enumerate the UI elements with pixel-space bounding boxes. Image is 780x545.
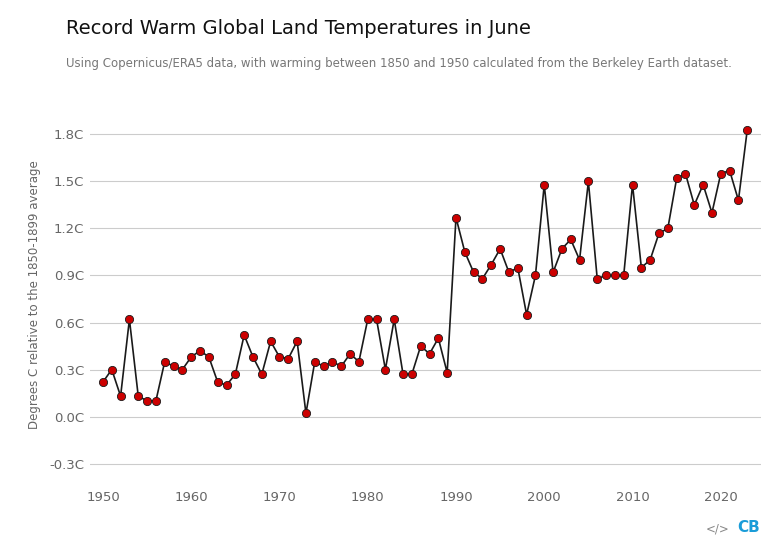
Point bbox=[317, 362, 330, 371]
Point bbox=[424, 349, 436, 358]
Point bbox=[168, 362, 180, 371]
Point bbox=[441, 368, 453, 377]
Point bbox=[150, 397, 162, 405]
Point bbox=[361, 315, 374, 324]
Point bbox=[565, 235, 577, 244]
Point bbox=[671, 174, 683, 183]
Point bbox=[661, 224, 674, 233]
Point bbox=[555, 245, 568, 253]
Point bbox=[459, 247, 471, 256]
Point bbox=[370, 315, 383, 324]
Point bbox=[141, 397, 154, 405]
Point bbox=[238, 331, 250, 340]
Point bbox=[176, 365, 189, 374]
Point bbox=[256, 370, 268, 379]
Text: Using Copernicus/ERA5 data, with warming between 1850 and 1950 calculated from t: Using Copernicus/ERA5 data, with warming… bbox=[66, 57, 732, 70]
Point bbox=[723, 166, 736, 175]
Point bbox=[573, 256, 586, 264]
Point bbox=[185, 353, 197, 361]
Point bbox=[388, 315, 400, 324]
Point bbox=[300, 409, 312, 418]
Point bbox=[203, 353, 215, 361]
Point bbox=[105, 365, 118, 374]
Point bbox=[529, 271, 541, 280]
Point bbox=[688, 201, 700, 209]
Text: Record Warm Global Land Temperatures in June: Record Warm Global Land Temperatures in … bbox=[66, 19, 531, 38]
Point bbox=[326, 358, 339, 366]
Point bbox=[406, 370, 418, 379]
Point bbox=[264, 337, 277, 346]
Point bbox=[158, 358, 171, 366]
Point bbox=[193, 347, 206, 355]
Point bbox=[547, 268, 559, 277]
Point bbox=[414, 342, 427, 350]
Point bbox=[679, 169, 692, 178]
Point bbox=[450, 213, 463, 222]
Point bbox=[246, 353, 259, 361]
Point bbox=[697, 180, 709, 189]
Point bbox=[714, 169, 727, 178]
Point bbox=[115, 392, 127, 401]
Point bbox=[520, 310, 533, 319]
Point bbox=[600, 271, 612, 280]
Text: </>: </> bbox=[706, 522, 729, 535]
Point bbox=[211, 378, 224, 386]
Point bbox=[608, 271, 621, 280]
Point bbox=[485, 260, 498, 269]
Point bbox=[229, 370, 242, 379]
Point bbox=[309, 358, 321, 366]
Point bbox=[582, 177, 594, 186]
Point bbox=[494, 245, 506, 253]
Point bbox=[503, 268, 516, 277]
Point bbox=[282, 354, 295, 363]
Point bbox=[97, 378, 109, 386]
Text: CB: CB bbox=[738, 520, 760, 535]
Point bbox=[132, 392, 144, 401]
Point bbox=[397, 370, 410, 379]
Point bbox=[344, 349, 356, 358]
Point bbox=[273, 353, 285, 361]
Point bbox=[538, 180, 551, 189]
Point bbox=[220, 381, 232, 390]
Point bbox=[618, 271, 630, 280]
Point bbox=[477, 274, 489, 283]
Y-axis label: Degrees C relative to the 1850-1899 average: Degrees C relative to the 1850-1899 aver… bbox=[28, 160, 41, 429]
Point bbox=[379, 365, 392, 374]
Point bbox=[644, 256, 657, 264]
Point bbox=[512, 263, 524, 272]
Point bbox=[635, 263, 647, 272]
Point bbox=[335, 362, 348, 371]
Point bbox=[741, 125, 753, 134]
Point bbox=[732, 196, 745, 205]
Point bbox=[626, 180, 639, 189]
Point bbox=[467, 268, 480, 277]
Point bbox=[123, 315, 136, 324]
Point bbox=[653, 229, 665, 238]
Point bbox=[706, 208, 718, 217]
Point bbox=[432, 334, 445, 343]
Point bbox=[291, 337, 303, 346]
Point bbox=[353, 358, 365, 366]
Point bbox=[591, 274, 604, 283]
